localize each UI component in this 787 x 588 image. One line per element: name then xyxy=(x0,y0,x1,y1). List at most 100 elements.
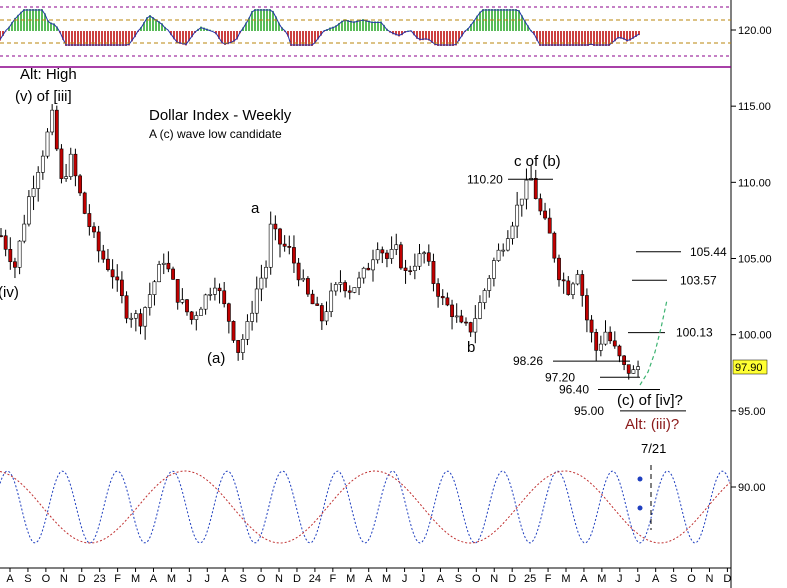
time-tick-label: D xyxy=(78,573,86,585)
candle-body xyxy=(129,317,134,320)
candle-body xyxy=(217,287,222,292)
time-tick-label: F xyxy=(545,573,552,585)
time-tick-label: F xyxy=(114,573,121,585)
candle-body xyxy=(417,253,422,267)
candle-body xyxy=(226,303,231,322)
cycle-date-label: 7/21 xyxy=(641,441,666,456)
candle-body xyxy=(194,315,199,320)
price-tick-label: 100.00 xyxy=(738,330,772,342)
time-tick-label: J xyxy=(617,573,623,585)
time-tick-label: M xyxy=(131,573,140,585)
candle-body xyxy=(296,262,301,281)
time-tick-label: J xyxy=(635,573,641,585)
chart-subtitle: A (c) wave low candidate xyxy=(149,127,282,141)
candle-body xyxy=(171,268,175,280)
candle-body xyxy=(40,155,45,173)
candle-body xyxy=(366,267,371,271)
candle-body xyxy=(636,366,640,370)
level-label: 98.26 xyxy=(513,354,543,368)
time-tick-label: A xyxy=(150,573,158,585)
cycle-dot-bottom xyxy=(637,505,643,511)
candle-body xyxy=(403,267,408,271)
candle-body xyxy=(208,294,213,296)
candle-body xyxy=(580,274,585,296)
candle-body xyxy=(287,246,292,248)
candle-body xyxy=(394,244,399,250)
level-label: 97.20 xyxy=(545,370,575,384)
candle-body xyxy=(310,293,315,305)
time-tick-label: J xyxy=(205,573,211,585)
candle-body xyxy=(59,148,64,179)
candle-body xyxy=(329,290,334,312)
wave-label-v-of-iii: (v) of [iii] xyxy=(15,88,72,105)
candle-body xyxy=(3,235,8,250)
time-tick-label: M xyxy=(167,573,176,585)
candle-body xyxy=(250,312,255,322)
time-tick-label: 24 xyxy=(309,573,321,585)
candle-body xyxy=(617,345,622,357)
price-tick-label: 95.00 xyxy=(738,406,766,418)
candle-body xyxy=(54,109,59,150)
cycle-wave-blue xyxy=(0,470,731,544)
time-tick-label: A xyxy=(222,573,230,585)
time-tick-label: D xyxy=(723,573,731,585)
candle-body xyxy=(533,178,538,199)
candle-body xyxy=(561,279,566,282)
time-tick-label: F xyxy=(329,573,336,585)
candle-body xyxy=(603,331,608,345)
cycle-waves xyxy=(0,470,731,544)
wave-label-b: b xyxy=(467,339,475,356)
last-price-label: 97.90 xyxy=(735,362,763,374)
candle-body xyxy=(96,231,101,252)
candle-body xyxy=(133,313,138,319)
candle-body xyxy=(292,247,296,264)
candle-body xyxy=(278,228,282,245)
candle-body xyxy=(482,290,487,303)
time-tick-label: 23 xyxy=(94,573,106,585)
candle-body xyxy=(612,340,617,347)
price-tick-label: 120.00 xyxy=(738,25,772,37)
wave-label-c-of-b: c of (b) xyxy=(514,153,561,170)
candle-body xyxy=(575,274,580,285)
candle-body xyxy=(64,176,69,179)
level-label: 95.00 xyxy=(574,404,604,418)
candle-body xyxy=(305,278,310,295)
candle-body xyxy=(282,243,287,247)
candle-body xyxy=(626,364,631,374)
candle-body xyxy=(347,290,352,293)
candle-body xyxy=(436,283,441,297)
oscillator-panel xyxy=(0,9,640,46)
candle-body xyxy=(236,340,241,353)
candle-body xyxy=(357,277,361,288)
candle-body xyxy=(166,262,171,270)
candle-body xyxy=(491,260,496,279)
candle-body xyxy=(505,238,510,251)
time-tick-label: S xyxy=(239,573,246,585)
candle-body xyxy=(389,249,394,259)
level-label: 105.44 xyxy=(690,245,727,259)
candle-body xyxy=(361,267,366,279)
candle-body xyxy=(31,188,36,198)
candle-body xyxy=(180,299,185,303)
candle-body xyxy=(445,297,450,306)
time-tick-label: 25 xyxy=(524,573,536,585)
candle-body xyxy=(547,217,552,234)
time-tick-label: S xyxy=(455,573,462,585)
candle-body xyxy=(557,257,561,281)
candle-body xyxy=(398,244,403,269)
candle-body xyxy=(115,276,120,281)
cycle-wave-red xyxy=(0,470,731,544)
oscillator-line xyxy=(0,9,640,46)
candle-body xyxy=(87,213,92,227)
candle-body xyxy=(301,278,306,281)
candle-body xyxy=(594,332,599,351)
time-tick-label: N xyxy=(275,573,283,585)
candle-body xyxy=(78,175,82,194)
candle-body xyxy=(161,262,166,265)
candle-body xyxy=(496,249,501,261)
candle-body xyxy=(213,287,217,295)
candle-body xyxy=(543,210,547,219)
candle-body xyxy=(120,279,124,297)
candle-body xyxy=(510,225,515,239)
candle-body xyxy=(473,318,478,333)
